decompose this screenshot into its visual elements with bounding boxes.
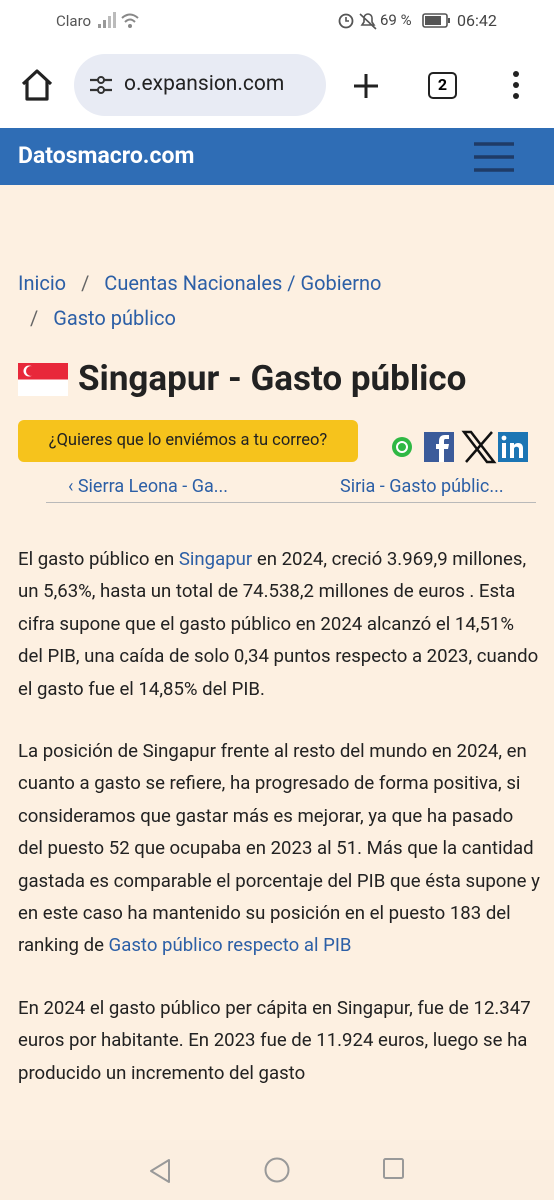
address-bar[interactable]: o.expansion.com: [74, 54, 326, 116]
article: El gasto público en Singapur en 2024, cr…: [18, 543, 540, 1119]
menu-button[interactable]: [510, 70, 522, 102]
carrier: Claro: [56, 12, 92, 30]
paragraph: La posición de Singapur frente al resto …: [18, 735, 540, 962]
paragraph: El gasto público en Singapur en 2024, cr…: [18, 543, 540, 705]
text-segment: En 2024 el gasto público per cápita en S…: [18, 996, 531, 1084]
previous-link[interactable]: ‹ Sierra Leona - Ga...: [68, 476, 229, 497]
next-link[interactable]: Siria - Gasto públic...: [340, 476, 504, 497]
clock: 06:42: [457, 11, 497, 30]
navigation-bar: [0, 1140, 554, 1200]
subscribe-button[interactable]: ¿Quieres que lo enviémos a tu correo?: [18, 420, 358, 462]
paragraph: En 2024 el gasto público per cápita en S…: [18, 992, 540, 1089]
hamburger-menu[interactable]: [474, 141, 514, 173]
site-header: Datosmacro.com: [0, 128, 554, 185]
home-button[interactable]: [20, 68, 54, 102]
inline-link[interactable]: Singapur: [178, 548, 253, 570]
new-tab-button[interactable]: [352, 72, 380, 100]
facebook-share[interactable]: [424, 432, 454, 462]
site-settings-icon[interactable]: [88, 74, 114, 96]
flag: [18, 363, 68, 396]
battery-level: 69 %: [380, 11, 412, 29]
text-segment: La posición de Singapur frente al resto …: [18, 740, 540, 957]
browser-toolbar: o.expansion.com 2: [0, 42, 554, 128]
status-bar: Claro 69 % 06:42: [0, 0, 554, 42]
text-segment: en 2024, creció 3.969,9 millones, un 5,6…: [18, 548, 539, 700]
breadcrumb: Inicio / Cuentas Nacionales / Gobierno /…: [18, 266, 538, 336]
recents-button[interactable]: [382, 1157, 406, 1181]
page-title: Singapur - Gasto público: [78, 358, 467, 399]
alarm-icons: [338, 13, 377, 30]
battery-icon: [422, 13, 450, 28]
signal-icons: [98, 12, 139, 28]
brand[interactable]: Datosmacro.com: [18, 142, 195, 169]
whatsapp-share[interactable]: [392, 437, 412, 457]
pager-divider: [46, 502, 536, 503]
breadcrumb-link[interactable]: Cuentas Nacionales / Gobierno: [104, 271, 382, 295]
breadcrumb-link[interactable]: Inicio: [18, 271, 67, 295]
tab-switcher[interactable]: 2: [428, 72, 457, 99]
breadcrumb-link[interactable]: Gasto público: [53, 306, 176, 330]
inline-link[interactable]: Gasto público respecto al PIB: [108, 934, 352, 957]
x-share[interactable]: [461, 430, 497, 464]
home-nav-button[interactable]: [263, 1156, 291, 1184]
breadcrumb-separator: /: [30, 306, 39, 330]
share-icons: [392, 430, 528, 464]
back-button[interactable]: [148, 1158, 174, 1184]
url[interactable]: o.expansion.com: [124, 72, 285, 96]
text-segment: El gasto público en: [18, 548, 179, 570]
linkedin-share[interactable]: [498, 432, 528, 462]
breadcrumb-separator: /: [81, 271, 90, 295]
